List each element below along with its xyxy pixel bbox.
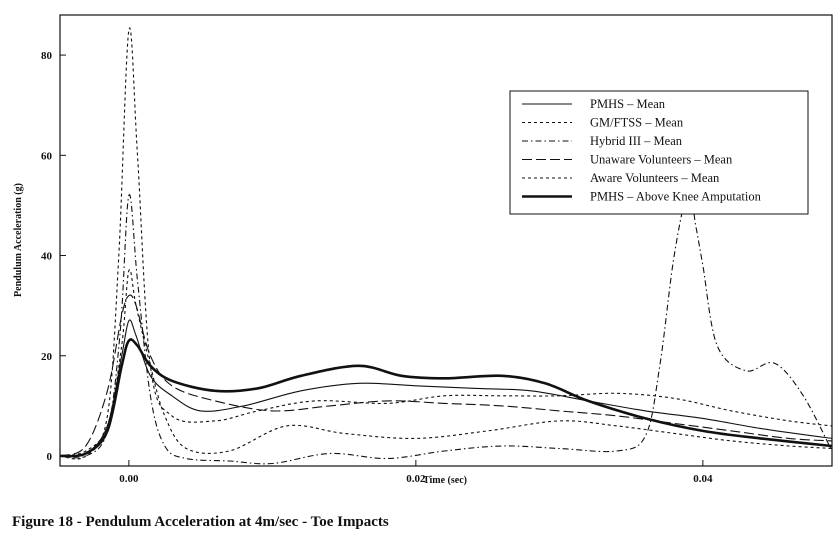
y-tick-label: 60 bbox=[41, 150, 53, 162]
y-tick-label: 20 bbox=[41, 351, 53, 363]
legend-label-6: PMHS – Above Knee Amputation bbox=[590, 190, 762, 204]
y-tick-label: 0 bbox=[47, 451, 53, 463]
y-tick-label: 40 bbox=[41, 251, 53, 263]
pendulum-acceleration-chart: 0 20 40 60 80 0.00 0.02 0.04 Pendulum Accelera… bbox=[13, 14, 833, 486]
x-tick-label: 0.00 bbox=[119, 473, 139, 485]
series-layer bbox=[60, 27, 832, 465]
x-axis-ticks: 0.00 0.02 0.04 bbox=[119, 460, 713, 485]
series-line-3 bbox=[60, 189, 832, 465]
series-line-2 bbox=[60, 27, 832, 460]
series-line-1 bbox=[60, 319, 832, 458]
x-tick-label: 0.02 bbox=[406, 473, 426, 485]
series-line-4 bbox=[60, 294, 832, 457]
y-axis-title: Pendulum Acceleration (g) bbox=[13, 183, 24, 297]
series-line-5 bbox=[60, 268, 832, 457]
series-line-6 bbox=[60, 338, 832, 458]
y-axis-ticks: 0 20 40 60 80 bbox=[41, 50, 66, 463]
figure-caption: Figure 18 - Pendulum Acceleration at 4m/… bbox=[12, 514, 389, 530]
plot-frame bbox=[59, 14, 833, 467]
legend: PMHS – Mean GM/FTSS – Mean Hybrid III – Me… bbox=[509, 90, 809, 215]
legend-box bbox=[509, 90, 809, 215]
legend-label-4: Unaware Volunteers – Mean bbox=[590, 153, 733, 167]
legend-label-3: Hybrid III – Mean bbox=[590, 134, 683, 148]
legend-label-1: PMHS – Mean bbox=[590, 97, 666, 111]
legend-label-5: Aware Volunteers – Mean bbox=[590, 171, 720, 185]
x-axis-title: Time (sec) bbox=[423, 475, 467, 486]
legend-label-2: GM/FTSS – Mean bbox=[590, 116, 684, 130]
y-tick-label: 80 bbox=[41, 50, 53, 62]
x-tick-label: 0.04 bbox=[693, 473, 713, 485]
